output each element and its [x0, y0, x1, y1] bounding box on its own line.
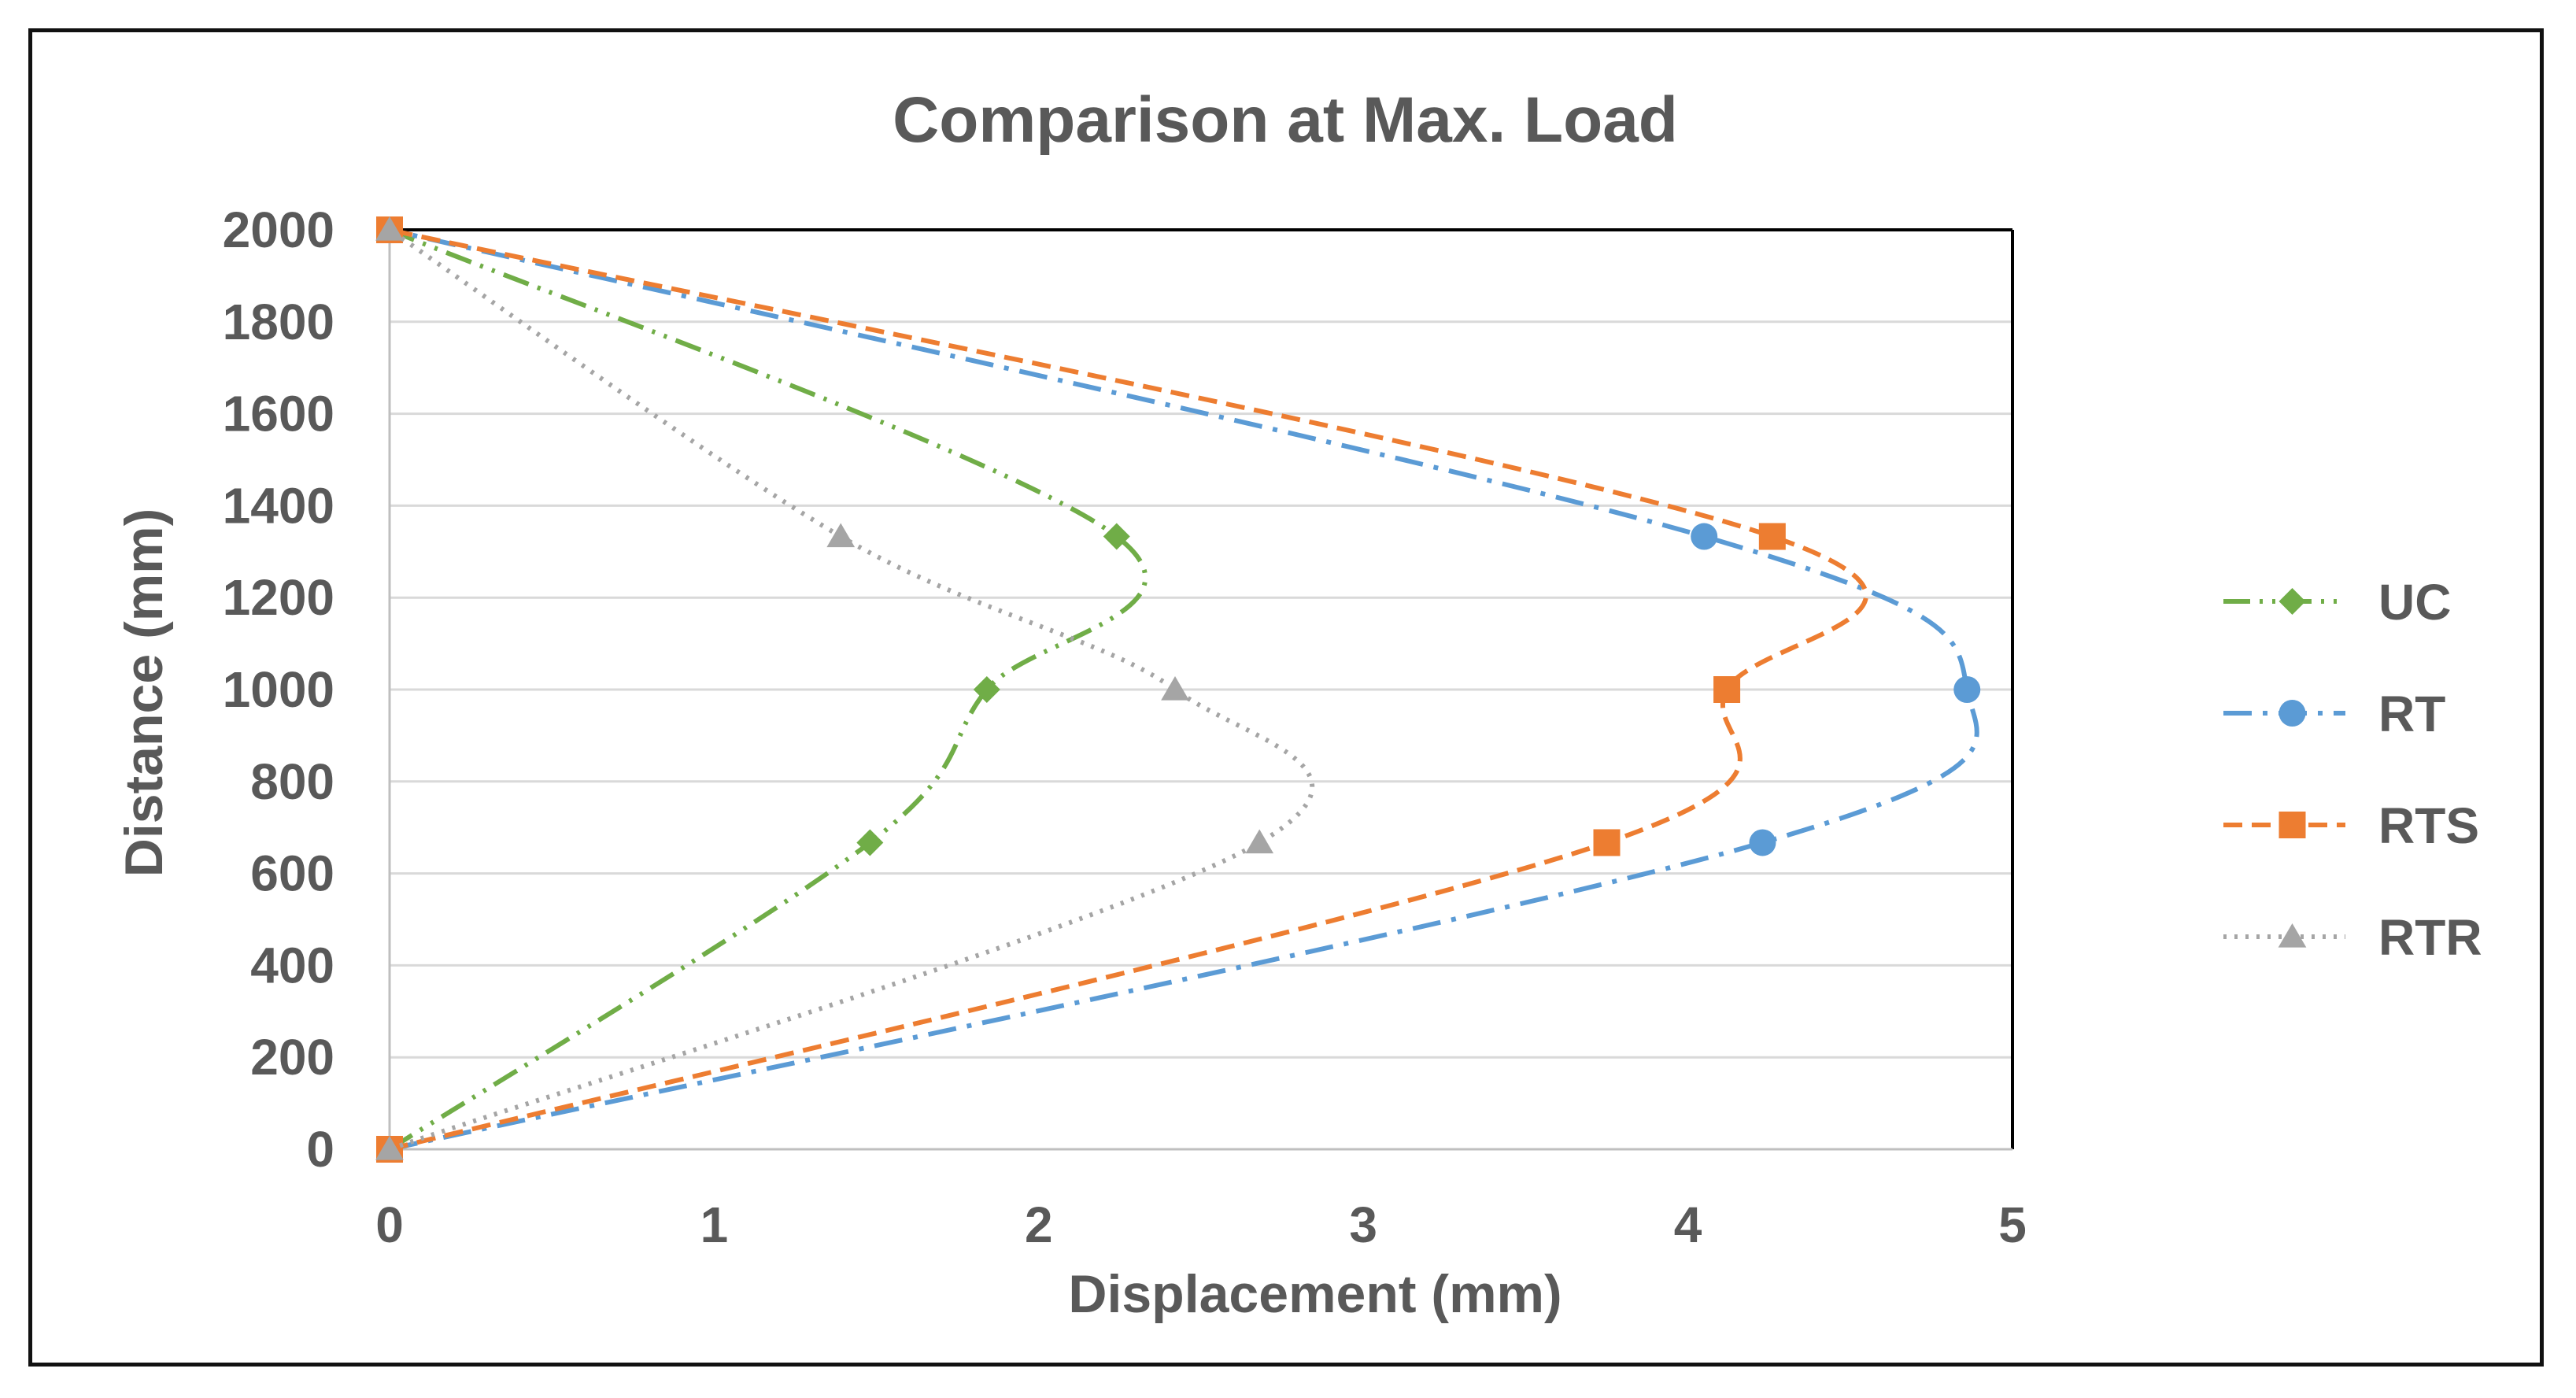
data-point-uc [1103, 523, 1130, 550]
x-tick-label: 2 [1025, 1196, 1053, 1253]
y-tick-label: 1000 [223, 661, 334, 718]
data-point-rt [1691, 523, 1718, 550]
series-rtr [375, 216, 1315, 1160]
y-tick-label: 200 [250, 1029, 334, 1085]
legend-marker [2278, 700, 2306, 727]
plot-area [388, 228, 2014, 1151]
legend-label: RTS [2378, 797, 2479, 854]
series-line-rt [389, 227, 1979, 1152]
y-tick-label: 1600 [223, 386, 334, 442]
x-tick-label: 0 [375, 1196, 404, 1253]
y-tick-label: 1800 [223, 294, 334, 350]
legend-marker [2278, 588, 2306, 615]
y-tick-label: 1200 [223, 569, 334, 626]
data-point-rtr [1245, 829, 1274, 854]
y-tick-label: 600 [250, 845, 334, 902]
data-point-rts [1713, 676, 1741, 703]
series-layer [375, 216, 1981, 1163]
x-tick-label: 3 [1349, 1196, 1377, 1253]
legend-label: RT [2378, 686, 2445, 742]
x-tick-label: 1 [700, 1196, 729, 1253]
y-tick-label: 800 [250, 753, 334, 810]
y-axis-label: Distance (mm) [114, 509, 174, 878]
data-point-rts [1593, 829, 1621, 856]
data-point-rtr [826, 523, 856, 548]
series-rts [376, 216, 1868, 1163]
grid [390, 228, 2012, 1151]
legend-item-rt: RT [2223, 686, 2445, 742]
data-point-rt [1749, 829, 1776, 856]
legend-marker [2278, 923, 2307, 948]
series-line-rtr [388, 227, 1315, 1152]
series-line-uc [388, 227, 1148, 1152]
data-point-uc [856, 829, 884, 856]
data-point-rt [1953, 676, 1981, 703]
y-tick-label: 0 [306, 1121, 334, 1178]
data-point-uc [973, 676, 1000, 703]
y-axis-ticks: 0 200 400 600 800 1000 1200 1400 1600 1800 2000 [223, 202, 334, 1178]
x-tick-label: 5 [1998, 1196, 2027, 1253]
chart-title: Comparison at Max. Load [893, 84, 1678, 156]
data-point-rtr [375, 1136, 404, 1160]
y-tick-label: 1400 [223, 477, 334, 534]
data-point-rtr [375, 216, 404, 241]
y-tick-label: 400 [250, 937, 334, 993]
legend-label: RTR [2378, 909, 2482, 966]
legend-item-rtr: RTR [2223, 909, 2482, 966]
legend-item-uc: UC [2223, 574, 2451, 631]
legend-label: UC [2378, 574, 2451, 631]
x-axis-ticks: 0 1 2 3 4 5 [375, 1196, 2027, 1253]
legend: UC RT RTS RTR [2223, 574, 2482, 966]
x-tick-label: 4 [1674, 1196, 1702, 1253]
data-point-rtr [1161, 676, 1189, 701]
legend-marker [2278, 812, 2306, 838]
legend-item-rts: RTS [2223, 797, 2479, 854]
x-axis-label: Displacement (mm) [1068, 1264, 1561, 1324]
y-tick-label: 2000 [223, 202, 334, 258]
data-point-rts [1758, 523, 1786, 550]
